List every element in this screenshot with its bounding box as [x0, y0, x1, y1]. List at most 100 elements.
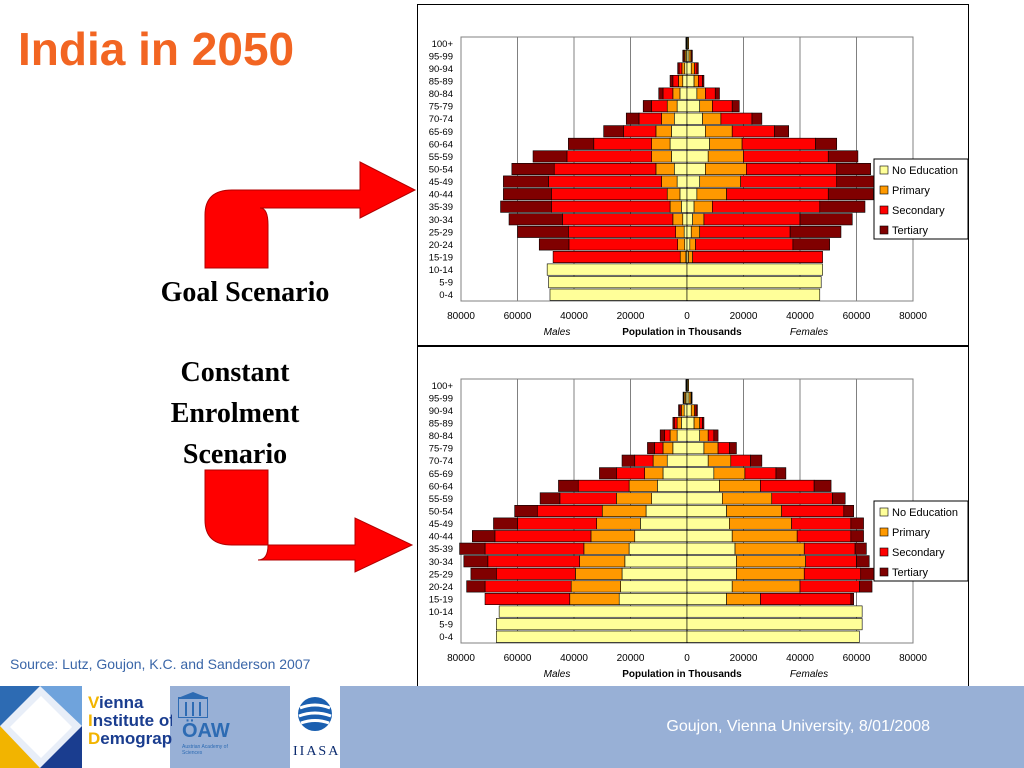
age-label: 0-4 — [439, 290, 453, 301]
age-label: 20-24 — [429, 582, 453, 593]
bottom-arrow-icon — [204, 469, 414, 573]
bar-female-secondary — [805, 555, 857, 568]
bar-female-tertiary — [792, 238, 830, 251]
bar-female-tertiary — [813, 479, 832, 492]
age-label: 55-59 — [429, 152, 453, 163]
age-label: 30-34 — [429, 557, 453, 568]
age-label: 85-89 — [429, 77, 453, 88]
constant-enrolment-chart: 100+ 95-99 90-94 85-89 80-84 75-79 70-74 65-69 6… — [417, 346, 969, 688]
age-label: 100+ — [432, 381, 454, 392]
bar-female-no-education — [686, 630, 860, 643]
bar-female-no-education — [686, 417, 695, 429]
bar-female-tertiary — [702, 417, 705, 429]
age-label: 40-44 — [429, 190, 453, 201]
x-tick-label: 0 — [684, 311, 690, 322]
x-tick-label: 80000 — [447, 653, 475, 664]
bar-female-tertiary — [815, 137, 838, 150]
bar-male-secondary — [623, 125, 657, 138]
bar-male-primary — [601, 505, 647, 517]
bar-male-secondary — [551, 200, 671, 213]
bar-male-tertiary — [539, 492, 561, 505]
bar-female-no-education — [686, 276, 822, 289]
males-label: Males — [544, 327, 571, 338]
age-label: 80-84 — [429, 89, 453, 100]
bar-male-secondary — [562, 213, 674, 226]
age-label: 65-69 — [429, 469, 453, 480]
bar-male-secondary — [651, 100, 668, 113]
footer-text: Goujon, Vienna University, 8/01/2008 — [666, 718, 930, 735]
bar-male-no-education — [620, 580, 688, 593]
bar-female-primary — [693, 417, 701, 429]
constant-enrolment-scenario-label: Constant Enrolment Scenario — [130, 352, 340, 475]
bar-male-tertiary — [672, 417, 675, 429]
bar-female-tertiary — [789, 225, 842, 238]
x-tick-label: 20000 — [730, 311, 758, 322]
bar-male-tertiary — [538, 238, 570, 251]
bar-female-secondary — [720, 112, 753, 125]
bar-female-tertiary — [696, 62, 699, 75]
bar-male-no-education — [683, 225, 688, 238]
bar-female-no-education — [686, 62, 692, 75]
bar-female-primary — [707, 454, 732, 467]
oaw-building-icon — [178, 692, 208, 718]
bar-male-no-education — [546, 263, 688, 276]
x-tick-label: 60000 — [504, 653, 532, 664]
bar-male-no-education — [671, 150, 688, 163]
age-label: 10-14 — [429, 265, 453, 276]
bar-female-tertiary — [819, 200, 866, 213]
bar-male-secondary — [517, 517, 597, 530]
bar-male-secondary — [487, 555, 580, 568]
legend-swatch-no-education — [879, 165, 889, 175]
bar-female-primary — [705, 163, 747, 175]
age-label: 35-39 — [429, 544, 453, 555]
bar-male-tertiary — [463, 555, 489, 568]
bar-male-tertiary — [503, 175, 549, 188]
age-label: 50-54 — [429, 507, 453, 518]
bar-female-no-education — [686, 567, 737, 580]
bar-male-tertiary — [669, 75, 674, 87]
bar-female-no-education — [686, 75, 695, 87]
bar-female-secondary — [694, 62, 698, 75]
bar-male-tertiary — [514, 505, 538, 517]
bar-male-secondary — [496, 567, 576, 580]
bar-male-primary — [666, 188, 681, 201]
bar-male-primary — [681, 404, 685, 417]
bar-female-secondary — [731, 125, 775, 138]
vid-logo: Vienna Institute of Demography — [0, 686, 192, 768]
bar-female-secondary — [740, 175, 838, 188]
bar-female-secondary — [692, 251, 823, 263]
bar-male-tertiary — [647, 442, 655, 455]
age-label: 85-89 — [429, 419, 453, 430]
bar-female-no-education — [686, 555, 737, 568]
females-label: Females — [790, 327, 828, 338]
bar-female-no-education — [686, 492, 723, 505]
age-label: 80-84 — [429, 431, 453, 442]
bar-female-tertiary — [731, 100, 740, 113]
age-label: 25-29 — [429, 569, 453, 580]
bar-female-secondary — [791, 517, 852, 530]
bar-male-tertiary — [500, 200, 552, 213]
bar-male-tertiary — [677, 62, 680, 75]
bar-female-secondary — [799, 580, 860, 593]
bar-male-primary — [655, 163, 675, 175]
bar-male-no-education — [496, 630, 688, 643]
bar-female-no-education — [686, 125, 706, 138]
bar-male-no-education — [651, 492, 688, 505]
age-label: 30-34 — [429, 215, 453, 226]
bar-female-tertiary — [774, 125, 790, 138]
pyramid-chart-goal: 100+95-9990-9485-8980-8475-7970-7465-696… — [429, 36, 968, 338]
age-label: 90-94 — [429, 64, 453, 75]
arrow-graphics — [204, 161, 417, 573]
bar-male-primary — [681, 62, 686, 75]
bar-female-primary — [687, 379, 689, 392]
bar-male-no-education — [681, 200, 688, 213]
age-label: 15-19 — [429, 253, 453, 264]
bar-male-no-education — [684, 238, 688, 251]
bar-male-primary — [669, 429, 678, 442]
bar-female-primary — [688, 251, 693, 263]
bar-male-tertiary — [517, 225, 569, 238]
legend-swatch-primary — [879, 527, 889, 537]
age-label: 70-74 — [429, 114, 453, 125]
pyramid-chart-constant: 100+95-9990-9485-8980-8475-7970-7465-696… — [429, 378, 968, 680]
bar-male-primary — [579, 555, 626, 568]
